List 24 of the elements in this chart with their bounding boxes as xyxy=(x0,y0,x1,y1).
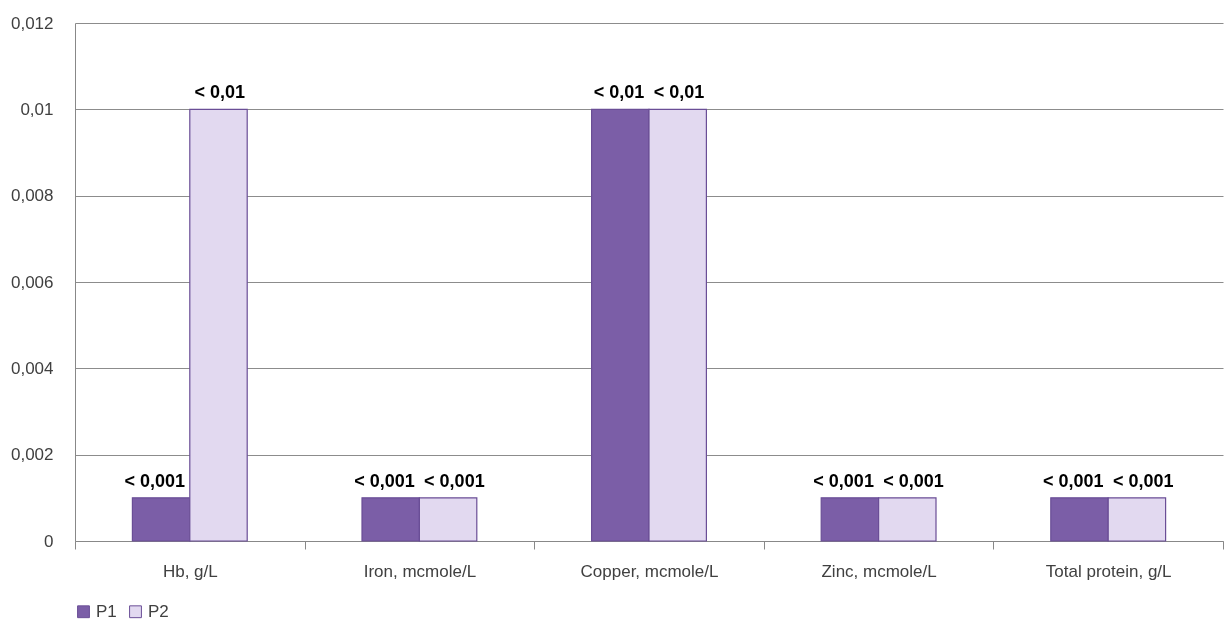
legend-label: P2 xyxy=(148,601,169,621)
data-label: < 0,001 xyxy=(424,470,485,491)
x-tick-label: Total protein, g/L xyxy=(1045,561,1172,581)
data-label: < 0,01 xyxy=(194,82,246,103)
y-tick-label: 0,01 xyxy=(20,99,54,119)
y-tick-label: 0,006 xyxy=(10,272,54,292)
data-label: < 0,001 xyxy=(124,470,186,491)
data-label: < 0,001 xyxy=(354,470,415,491)
x-tick-label: Hb, g/L xyxy=(162,561,218,581)
y-tick-label: 0,008 xyxy=(10,186,54,206)
y-tick-label: 0 xyxy=(44,531,54,551)
data-label: < 0,001 xyxy=(1112,470,1174,491)
x-tick-label: Iron, mcmole/L xyxy=(363,561,477,581)
legend-label: P1 xyxy=(96,601,117,621)
data-label: < 0,01 xyxy=(653,82,705,103)
data-label: < 0,01 xyxy=(593,82,645,103)
data-label: < 0,001 xyxy=(813,470,874,491)
y-tick-label: 0,004 xyxy=(10,358,54,378)
y-tick-label: 0,012 xyxy=(10,13,54,33)
x-tick-label: Zinc, mcmole/L xyxy=(821,561,937,581)
data-label: < 0,001 xyxy=(883,470,944,491)
x-tick-label: Copper, mcmole/L xyxy=(580,561,719,581)
y-tick-label: 0,002 xyxy=(10,445,54,465)
data-label: < 0,001 xyxy=(1042,470,1104,491)
